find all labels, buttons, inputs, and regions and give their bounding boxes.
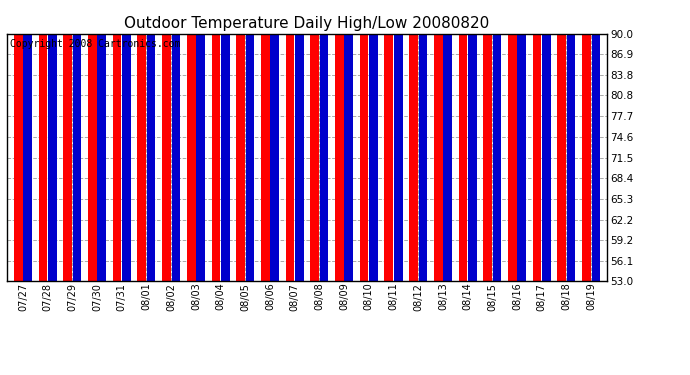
Bar bbox=[63, 0, 72, 281]
Bar bbox=[319, 0, 328, 281]
Bar bbox=[261, 0, 270, 281]
Bar bbox=[582, 0, 591, 281]
Bar bbox=[443, 0, 452, 281]
Bar bbox=[162, 0, 171, 281]
Bar bbox=[112, 0, 121, 281]
Bar bbox=[246, 0, 255, 281]
Bar bbox=[23, 0, 32, 281]
Bar bbox=[459, 0, 467, 281]
Bar bbox=[409, 0, 418, 281]
Bar bbox=[39, 0, 48, 281]
Bar bbox=[566, 0, 575, 281]
Bar bbox=[493, 0, 502, 281]
Bar bbox=[295, 0, 304, 281]
Bar bbox=[369, 0, 378, 281]
Bar bbox=[137, 0, 146, 281]
Bar bbox=[533, 0, 542, 281]
Bar bbox=[434, 0, 442, 281]
Bar bbox=[172, 0, 180, 281]
Bar bbox=[97, 0, 106, 281]
Bar bbox=[48, 0, 57, 281]
Bar bbox=[147, 0, 155, 281]
Bar bbox=[221, 0, 230, 281]
Bar bbox=[518, 0, 526, 281]
Bar bbox=[394, 0, 402, 281]
Bar bbox=[591, 0, 600, 281]
Bar bbox=[335, 0, 344, 281]
Bar bbox=[468, 0, 477, 281]
Bar bbox=[270, 0, 279, 281]
Bar bbox=[212, 0, 220, 281]
Bar bbox=[419, 0, 427, 281]
Title: Outdoor Temperature Daily High/Low 20080820: Outdoor Temperature Daily High/Low 20080… bbox=[124, 16, 490, 31]
Bar bbox=[344, 0, 353, 281]
Bar bbox=[542, 0, 551, 281]
Bar bbox=[196, 0, 205, 281]
Bar bbox=[286, 0, 295, 281]
Bar bbox=[187, 0, 195, 281]
Bar bbox=[384, 0, 393, 281]
Bar bbox=[558, 0, 566, 281]
Bar bbox=[359, 0, 368, 281]
Bar bbox=[483, 0, 492, 281]
Text: Copyright 2008 Cartronics.com: Copyright 2008 Cartronics.com bbox=[10, 39, 180, 49]
Bar bbox=[122, 0, 131, 281]
Bar bbox=[236, 0, 245, 281]
Bar bbox=[72, 0, 81, 281]
Bar bbox=[14, 0, 23, 281]
Bar bbox=[310, 0, 319, 281]
Bar bbox=[508, 0, 517, 281]
Bar bbox=[88, 0, 97, 281]
